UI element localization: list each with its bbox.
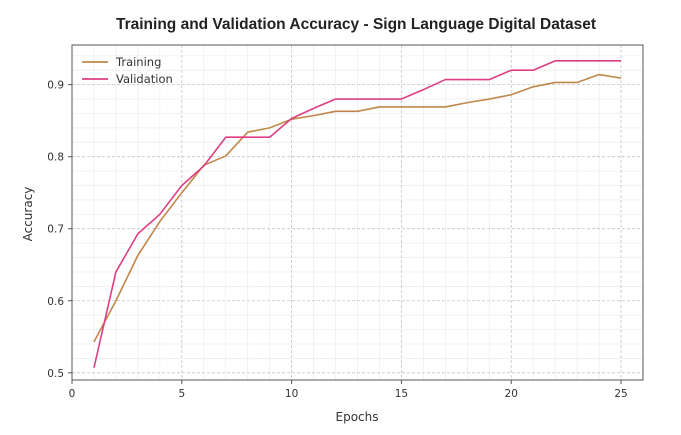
y-tick-label: 0.5	[47, 368, 64, 380]
legend: Training Validation	[82, 55, 173, 86]
series-lines	[93, 60, 622, 368]
x-tick-label: 25	[614, 388, 627, 400]
plot-frame	[71, 44, 644, 381]
series-line-validation	[93, 60, 622, 368]
axis-ticks: 0 5 10 15 20 25 0.5 0.6 0.7 0.8 0.9	[47, 80, 627, 400]
x-axis-label: Epochs	[336, 410, 379, 424]
x-tick-label: 10	[285, 388, 298, 400]
y-tick-label: 0.6	[47, 296, 64, 308]
legend-label-training: Training	[115, 55, 161, 69]
x-tick-label: 15	[395, 388, 408, 400]
y-tick-label: 0.7	[47, 224, 64, 236]
x-tick-label: 20	[505, 388, 518, 400]
x-tick-label: 0	[69, 388, 76, 400]
y-tick-label: 0.8	[47, 152, 64, 164]
legend-label-validation: Validation	[116, 72, 173, 86]
grid	[71, 45, 644, 380]
series-line-training	[93, 73, 622, 343]
x-tick-label: 5	[178, 388, 185, 400]
y-tick-label: 0.9	[47, 80, 64, 92]
chart-title: Training and Validation Accuracy - Sign …	[116, 16, 596, 33]
y-axis-label: Accuracy	[21, 187, 35, 242]
